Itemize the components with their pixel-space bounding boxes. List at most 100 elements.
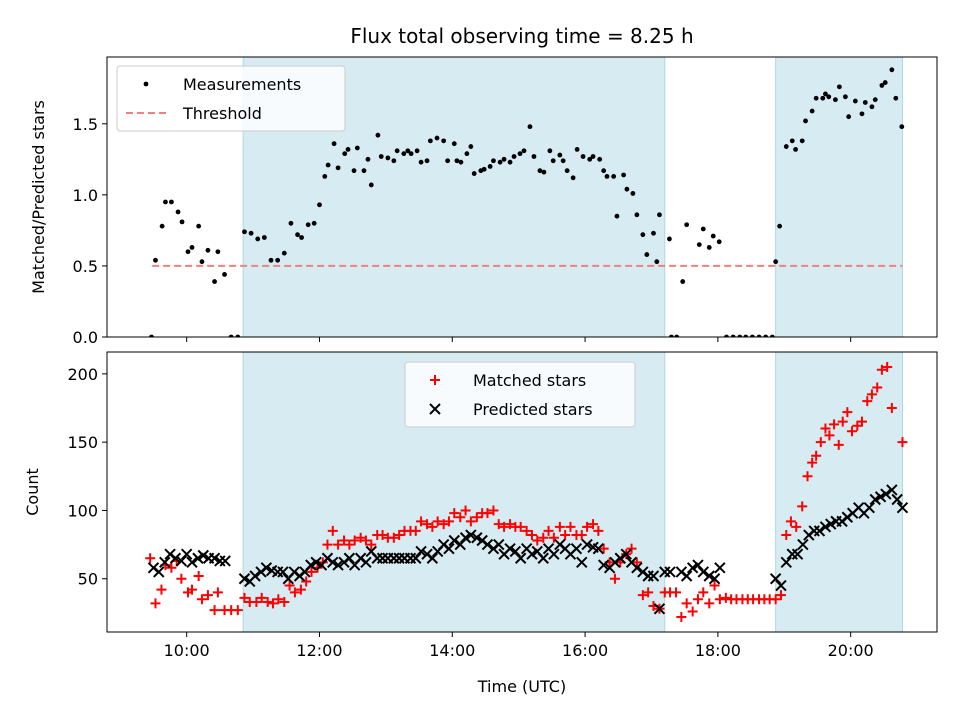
predicted-stars-point-5 <box>175 555 188 567</box>
matched-stars-point-54 <box>443 516 454 527</box>
predicted-stars-point-101 <box>775 579 787 592</box>
measurements-point-44 <box>391 158 397 164</box>
measurements-point-85 <box>590 154 596 159</box>
predicted-stars-point-105 <box>797 538 809 551</box>
matched-stars-point-68 <box>521 525 532 536</box>
measurements-point-110 <box>724 334 729 337</box>
measurements-point-137 <box>869 104 875 110</box>
measurements-point-143 <box>899 124 905 130</box>
predicted-stars-point-117 <box>863 501 875 514</box>
measurements-point-45 <box>394 148 400 154</box>
measurements-point-124 <box>803 118 808 124</box>
matched-stars-point-136 <box>882 362 893 373</box>
matched-stars-point-119 <box>802 471 813 482</box>
measurements-point-121 <box>789 138 795 144</box>
measurements-point-78 <box>557 152 563 158</box>
measurements-point-125 <box>809 108 815 114</box>
matched-stars-point-80 <box>588 519 599 530</box>
matched-stars-point-115 <box>781 530 792 541</box>
measurements-point-139 <box>879 83 885 88</box>
measurements-point-91 <box>621 172 626 178</box>
measurements-point-115 <box>756 334 762 337</box>
measurements-point-86 <box>597 156 603 162</box>
measurements-point-36 <box>351 168 357 174</box>
measurements-point-2 <box>159 223 165 229</box>
predicted-stars-point-89 <box>653 603 666 615</box>
measurements-point-72 <box>527 124 533 130</box>
measurements-point-22 <box>275 257 281 263</box>
matched-stars-point-59 <box>471 512 482 523</box>
matched-stars-point-8 <box>186 584 197 595</box>
measurements-point-32 <box>331 141 337 147</box>
matched-stars-point-53 <box>438 519 449 530</box>
measurements-point-92 <box>624 186 630 192</box>
measurements-point-16 <box>235 334 241 337</box>
measurements-point-64 <box>487 164 493 169</box>
matched-stars-point-97 <box>681 598 692 609</box>
predicted-stars-point-16 <box>249 570 261 582</box>
matched-stars-point-126 <box>833 439 844 450</box>
matched-stars-point-124 <box>824 430 835 441</box>
legend-1: Matched stars Predicted stars <box>404 361 636 428</box>
measurements-point-43 <box>385 155 391 161</box>
measurements-point-129 <box>826 94 832 100</box>
measurements-point-109 <box>716 239 722 245</box>
ratio-panel: 0.0 0.5 1.0 1.5 Matched/Predicted stars Measu… <box>29 56 938 347</box>
matched-stars-point-62 <box>488 505 499 516</box>
matched-stars-point-90 <box>643 587 654 598</box>
measurements-point-13 <box>215 249 221 255</box>
matched-stars-point-48 <box>410 525 421 536</box>
predicted-stars-point-4 <box>169 552 182 564</box>
predicted-stars-point-76 <box>581 538 593 551</box>
measurements-point-99 <box>657 212 662 218</box>
matched-stars-point-87 <box>626 543 637 554</box>
measurements-point-128 <box>823 91 828 97</box>
matched-stars-point-38 <box>355 532 366 543</box>
matched-stars-point-32 <box>322 539 333 550</box>
matched-stars-point-104 <box>720 592 731 603</box>
matched-stars-point-79 <box>582 521 593 532</box>
measurements-point-38 <box>361 168 367 174</box>
measurements-point-89 <box>611 173 617 179</box>
measurements-point-100 <box>667 236 672 242</box>
measurements-point-102 <box>674 334 680 337</box>
measurements-point-112 <box>737 334 743 337</box>
matched-stars-point-132 <box>862 396 873 407</box>
measurements-point-53 <box>434 135 440 141</box>
measurements-point-20 <box>261 235 267 240</box>
measurements-point-33 <box>335 165 341 171</box>
measurements-point-63 <box>481 166 487 172</box>
matched-stars-point-135 <box>876 364 887 375</box>
measurements-point-95 <box>640 232 646 238</box>
matched-stars-point-35 <box>339 535 350 546</box>
matched-stars-point-114 <box>775 590 786 601</box>
measurements-point-0 <box>149 334 154 337</box>
predicted-stars-point-104 <box>791 548 804 560</box>
y-tick-label-0-1: 0.5 <box>73 257 98 276</box>
measurements-point-23 <box>281 250 287 256</box>
matched-stars-point-101 <box>704 598 715 609</box>
predicted-stars-point-68 <box>537 552 549 564</box>
measurements-point-11 <box>205 247 211 253</box>
matched-stars-point-84 <box>609 573 620 584</box>
predicted-stars-point-108 <box>813 525 826 537</box>
measurements-point-58 <box>458 159 464 165</box>
measurements-point-65 <box>491 158 496 164</box>
matched-stars-point-96 <box>676 611 687 622</box>
predicted-stars-point-33 <box>343 552 356 564</box>
measurements-point-60 <box>468 144 474 149</box>
measurements-point-122 <box>793 146 798 152</box>
measurements-point-30 <box>322 173 328 179</box>
measurements-point-77 <box>550 158 556 164</box>
x-tick-label-4: 18:00 <box>695 641 741 660</box>
matched-stars-point-76 <box>565 521 576 532</box>
y-tick-label-1-3: 200 <box>67 365 98 384</box>
matched-stars-point-67 <box>515 521 526 532</box>
matched-stars-point-10 <box>196 594 207 605</box>
measurements-point-49 <box>414 148 420 154</box>
measurements-point-136 <box>862 100 868 105</box>
measurements-point-56 <box>451 141 457 147</box>
measurements-point-119 <box>777 223 783 229</box>
predicted-stars-point-74 <box>570 542 583 555</box>
axes-frame-0 <box>106 56 938 338</box>
